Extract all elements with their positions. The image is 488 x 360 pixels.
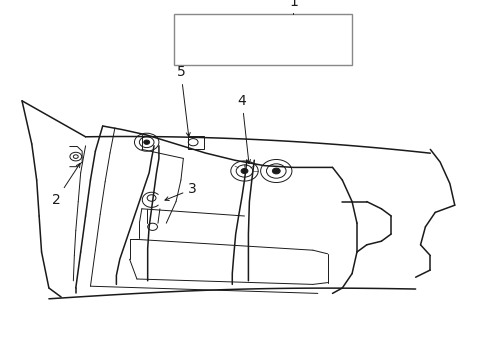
Circle shape [272, 168, 280, 174]
Bar [188, 136, 203, 149]
Circle shape [143, 140, 149, 144]
Text: 1: 1 [288, 0, 297, 9]
Text: 2: 2 [52, 163, 80, 207]
Text: 4: 4 [237, 94, 250, 163]
Text: 3: 3 [164, 182, 197, 201]
Circle shape [241, 168, 247, 174]
Text: 5: 5 [176, 65, 190, 136]
